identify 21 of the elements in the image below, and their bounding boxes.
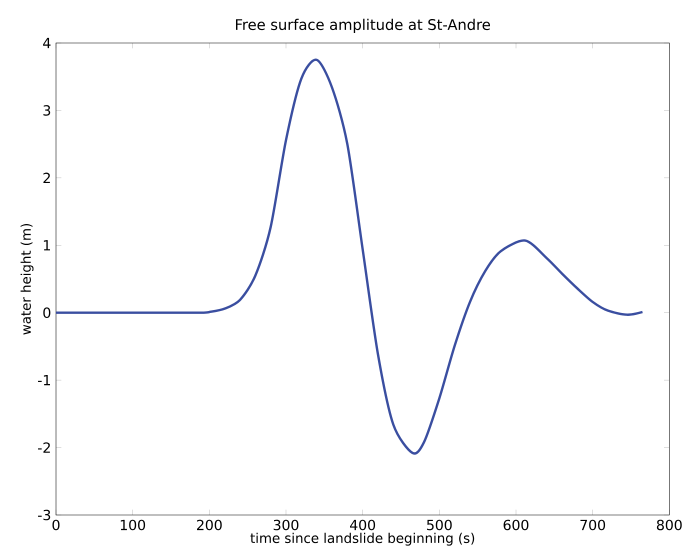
x-tick-label: 300 [274, 520, 298, 530]
x-tick-label: 200 [197, 520, 222, 530]
y-tick-label: -1 [38, 375, 50, 386]
y-tick-label: 2 [43, 172, 50, 184]
y-tick-label: 3 [43, 105, 50, 116]
y-tick-label: 4 [43, 38, 50, 48]
x-tick-label: 600 [504, 520, 528, 530]
y-tick-label: 0 [43, 307, 50, 318]
y-tick-label: -3 [38, 510, 50, 520]
x-tick-label: 0 [52, 520, 60, 530]
x-tick-label: 700 [580, 520, 606, 530]
y-tick-label: 1 [44, 240, 50, 250]
chart-title: Free surface amplitude at St-Andre [236, 18, 490, 33]
x-axis-title: time since landslide beginning (s) [250, 532, 474, 546]
y-axis-title: water height (m) [20, 224, 34, 335]
x-tick-label: 800 [656, 520, 682, 530]
line-series [56, 58, 644, 455]
x-tick-label: 100 [120, 520, 146, 530]
y-tick-label: -2 [38, 442, 50, 453]
x-tick-label: 500 [427, 520, 452, 530]
x-tick-label: 400 [350, 520, 376, 530]
